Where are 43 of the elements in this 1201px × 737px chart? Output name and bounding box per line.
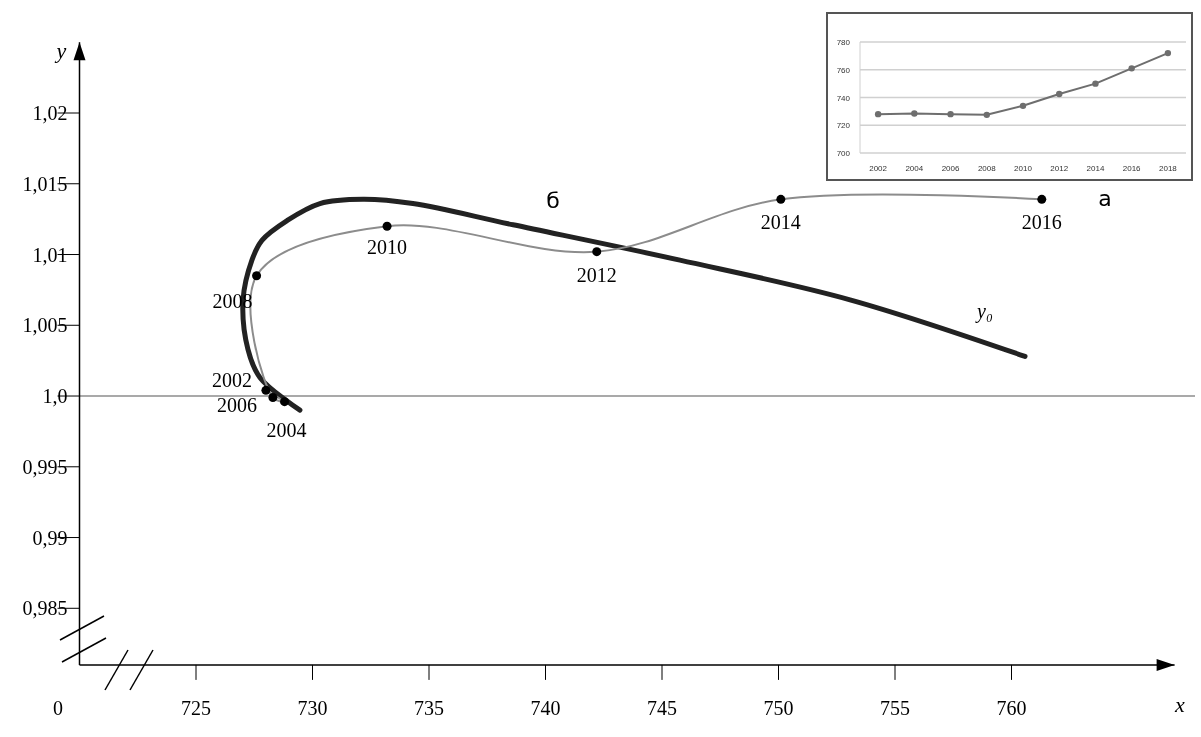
annotation: 2012 [576, 263, 617, 286]
annotation: а [1098, 186, 1112, 211]
y-tick-label: 1,015 [22, 172, 68, 195]
x-tick-label: 760 [996, 696, 1027, 719]
y-axis-title: y [54, 38, 67, 63]
annotation: 2010 [367, 236, 408, 259]
x-tick-label: 755 [880, 696, 910, 719]
x-tick-label: 725 [181, 696, 211, 719]
x-tick-label: 2004 [905, 164, 924, 173]
annotation: 2006 [216, 394, 257, 417]
x-tick-label: 2018 [1158, 164, 1178, 173]
x-tick-label: 745 [647, 696, 677, 719]
x-tick-label: 2008 [977, 164, 997, 173]
y-tick-label: 1,02 [32, 102, 68, 125]
y-tick-label: 1,0 [42, 385, 68, 408]
x-tick-label: 2014 [1086, 164, 1105, 173]
text: 0 [53, 697, 63, 719]
y-tick-label: 720 [836, 121, 851, 131]
y-tick-label: 780 [836, 38, 851, 47]
annotation: 2016 [1021, 211, 1062, 234]
annotation: 2004 [266, 418, 307, 441]
y-tick-label: 0,985 [22, 597, 68, 620]
x-tick-label: 2016 [1122, 164, 1142, 173]
x-tick-label: 2012 [1050, 164, 1069, 173]
x-tick-label: 735 [414, 696, 444, 719]
y-tick-label: 760 [836, 65, 851, 75]
x-tick-label: 2010 [1014, 164, 1033, 173]
x-tick-label: 750 [763, 696, 794, 719]
y-tick-label: 0,995 [22, 455, 68, 478]
x-tick-label: 730 [297, 696, 328, 719]
y-tick-label: 740 [836, 93, 851, 103]
annotation: 2014 [760, 211, 801, 234]
y-tick-label: 700 [836, 149, 851, 158]
x-tick-label: 2006 [941, 164, 960, 173]
y-tick-label: 0,99 [32, 526, 68, 549]
x-tick-label: 2002 [869, 164, 888, 173]
y-tick-label: 1,01 [32, 243, 68, 266]
x-axis-title: x [1174, 692, 1186, 717]
annotation: б [546, 188, 560, 213]
y-tick-label: 1,005 [22, 314, 68, 337]
annotation: y₀ [975, 300, 993, 323]
annotation: 2002 [211, 369, 252, 392]
x-tick-label: 740 [530, 696, 561, 719]
